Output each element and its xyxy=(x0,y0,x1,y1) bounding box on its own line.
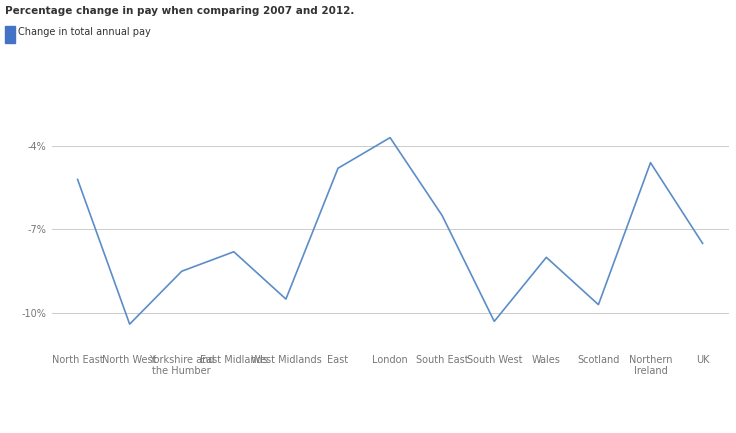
Text: Change in total annual pay: Change in total annual pay xyxy=(18,27,150,38)
Text: Percentage change in pay when comparing 2007 and 2012.: Percentage change in pay when comparing … xyxy=(5,6,355,16)
